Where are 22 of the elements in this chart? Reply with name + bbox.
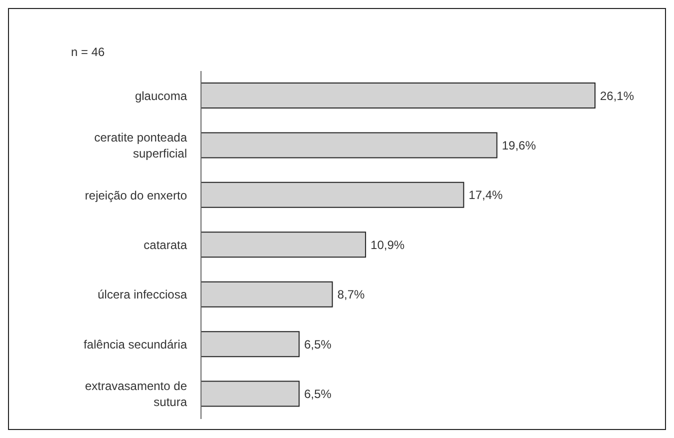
bar: [200, 281, 333, 308]
data-label: 26,1%: [600, 88, 634, 103]
bar: [200, 132, 498, 158]
y-tick-label: falência secundária: [84, 337, 188, 352]
data-label: 17,4%: [468, 188, 504, 202]
bar: [200, 182, 464, 208]
bar: [200, 380, 300, 407]
data-label: 19,6%: [502, 138, 536, 152]
data-label: 10,9%: [370, 238, 405, 252]
y-tick-label: rejeição do enxerto: [84, 188, 188, 202]
y-tick-label: úlcera infecciosa: [98, 288, 188, 302]
y-tick-label: glaucoma: [134, 88, 188, 103]
bar: [200, 232, 366, 258]
bar: [200, 82, 596, 108]
y-tick-label: extravasamento de sutura: [84, 379, 188, 410]
data-label: 6,5%: [304, 387, 332, 402]
y-tick-label: ceratite ponteada superficial: [94, 130, 188, 161]
data-label: 6,5%: [304, 337, 332, 352]
y-tick-label: catarata: [144, 238, 188, 252]
data-label: 8,7%: [337, 288, 366, 302]
bar: [200, 331, 300, 358]
text: n = 46: [71, 45, 105, 59]
